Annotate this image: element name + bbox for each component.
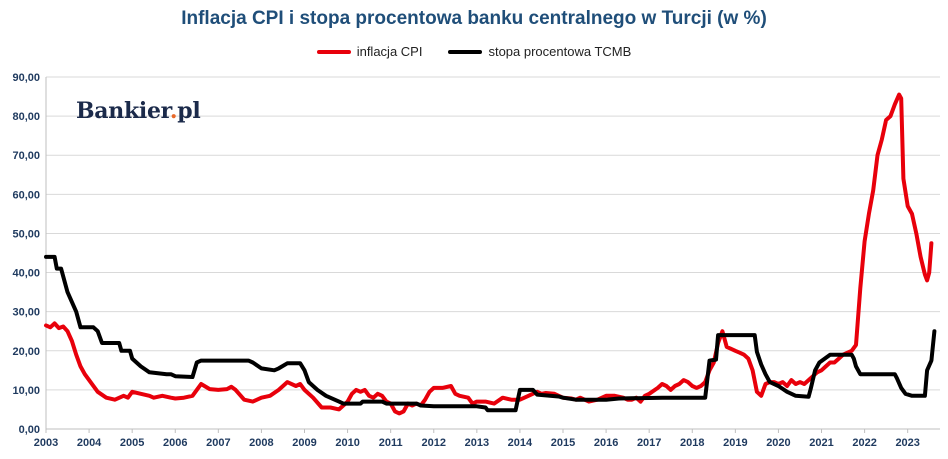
x-tick-label: 2011 — [379, 437, 403, 449]
y-tick-label: 70,00 — [12, 150, 40, 162]
y-tick-label: 60,00 — [12, 189, 40, 201]
x-tick-label: 2023 — [895, 437, 919, 449]
x-tick-label: 2013 — [465, 437, 489, 449]
x-tick-label: 2009 — [292, 437, 316, 449]
x-tick-label: 2021 — [809, 437, 833, 449]
x-tick-label: 2010 — [335, 437, 359, 449]
y-tick-label: 80,00 — [12, 111, 40, 123]
legend-swatch-cpi — [316, 49, 351, 54]
legend-label-tcmb: stopa procentowa TCMB — [488, 44, 632, 59]
x-tick-label: 2003 — [34, 437, 58, 449]
y-tick-label: 90,00 — [12, 72, 40, 84]
legend-swatch-tcmb — [448, 49, 483, 54]
chart-legend: inflacja CPI stopa procentowa TCMB — [0, 44, 948, 59]
series-line-cpi — [44, 92, 934, 416]
x-tick-label: 2019 — [723, 437, 747, 449]
x-tick-label: 2015 — [551, 437, 575, 449]
y-tick-label: 10,00 — [12, 385, 40, 397]
x-tick-label: 2006 — [163, 437, 187, 449]
y-tick-label: 20,00 — [12, 346, 40, 358]
x-tick-label: 2018 — [680, 437, 704, 449]
x-tick-label: 2005 — [120, 437, 144, 449]
legend-item-cpi: inflacja CPI — [316, 44, 423, 59]
legend-label-cpi: inflacja CPI — [356, 44, 423, 59]
y-tick-label: 0,00 — [19, 424, 40, 436]
y-tick-label: 50,00 — [12, 228, 40, 240]
x-tick-label: 2008 — [249, 437, 273, 449]
x-tick-label: 2016 — [594, 437, 618, 449]
y-tick-label: 30,00 — [12, 307, 40, 319]
x-tick-label: 2022 — [852, 437, 876, 449]
chart-title: Inflacja CPI i stopa procentowa banku ce… — [181, 8, 767, 29]
y-tick-label: 40,00 — [12, 268, 40, 280]
x-tick-label: 2007 — [206, 437, 230, 449]
x-tick-label: 2020 — [766, 437, 790, 449]
bankier-logo: Bankier.pl — [76, 98, 201, 124]
x-tick-label: 2014 — [508, 437, 533, 449]
x-tick-label: 2012 — [422, 437, 446, 449]
x-tick-label: 2017 — [637, 437, 661, 449]
series-line-tcmb — [44, 254, 937, 413]
x-tick-label: 2004 — [77, 437, 102, 449]
legend-item-tcmb: stopa procentowa TCMB — [448, 44, 631, 59]
